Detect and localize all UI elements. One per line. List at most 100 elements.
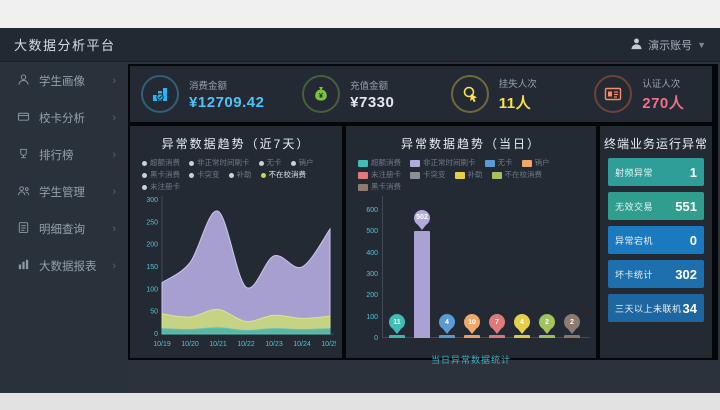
- hand-click-icon: [450, 75, 489, 113]
- legend-item[interactable]: 销户: [290, 158, 314, 168]
- legend-item[interactable]: 未注册卡: [142, 182, 180, 192]
- terminal-panel: 终端业务运行异常 射频异常 1 无效交易 551 异常宕机 0 坏卡统计 302 三天以上未联机…: [600, 126, 712, 358]
- legend-item[interactable]: 不在校消费: [260, 170, 307, 180]
- legend-swatch: [290, 160, 296, 166]
- legend-item[interactable]: 不在校消费: [491, 170, 542, 180]
- x-axis: [382, 337, 590, 338]
- legend-label: 卡突变: [197, 170, 220, 179]
- report-icon: [17, 258, 30, 274]
- legend-swatch: [491, 171, 502, 179]
- legend-item[interactable]: 非正常时间刷卡: [410, 158, 476, 168]
- terminal-list: 射频异常 1 无效交易 551 异常宕机 0 坏卡统计 302 三天以上未联机 34: [600, 158, 712, 322]
- terminal-stat-label: 坏卡统计: [615, 269, 654, 280]
- terminal-panel-title: 终端业务运行异常: [603, 137, 708, 151]
- legend-label: 超额消费: [371, 158, 401, 167]
- legend-item[interactable]: 超额消费: [142, 158, 180, 168]
- balloon-无卡: 4: [439, 314, 455, 334]
- sidebar-item-6[interactable]: 大数据报表 ›: [0, 247, 126, 284]
- balloon-value: 10: [464, 314, 480, 330]
- kpi-card-2: ¥ 充值金额 ¥7330: [276, 75, 422, 113]
- desktop-margin-top: [0, 0, 720, 28]
- legend-item[interactable]: 补助: [454, 170, 483, 180]
- sidebar-item-label: 学生管理: [39, 186, 85, 199]
- consume-chart-icon: [141, 75, 180, 113]
- bar-销户: [464, 335, 480, 338]
- sidebar-item-2[interactable]: 校卡分析 ›: [0, 99, 126, 136]
- chevron-right-icon: ›: [112, 74, 116, 87]
- balloon-value: 4: [514, 314, 530, 330]
- bar-补助: [514, 335, 530, 338]
- legend-label: 销户: [298, 158, 314, 167]
- balloon-补助: 4: [514, 314, 530, 334]
- legend-item[interactable]: 黑卡消费: [358, 182, 401, 192]
- legend-label: 无卡: [266, 158, 282, 167]
- legend-label: 无卡: [497, 158, 513, 167]
- terminal-stat-1: 射频异常 1: [608, 158, 704, 186]
- kpi-label: 认证人次: [642, 78, 681, 90]
- legend-item[interactable]: 超额消费: [358, 158, 401, 168]
- legend-item[interactable]: 非正常时间刷卡: [189, 158, 250, 168]
- user-menu[interactable]: 演示账号 ▼: [630, 37, 706, 53]
- kpi-text: 充值金额 ¥7330: [350, 78, 394, 111]
- legend-item[interactable]: 无卡: [484, 158, 513, 168]
- legend-item[interactable]: 销户: [521, 158, 550, 168]
- bar-未注册卡: [489, 335, 505, 338]
- sidebar-item-5[interactable]: 明细查询 ›: [0, 210, 126, 247]
- legend-label: 非正常时间刷卡: [197, 158, 250, 167]
- manage-icon: [17, 184, 30, 200]
- topbar: 大数据分析平台 演示账号 ▼: [0, 28, 720, 62]
- legend-swatch: [258, 160, 264, 166]
- money-bag-icon: ¥: [302, 75, 341, 113]
- terminal-stat-5: 三天以上未联机 34: [608, 294, 704, 322]
- legend-item[interactable]: 卡突变: [189, 170, 220, 180]
- kpi-text: 挂失人次 11人: [499, 76, 537, 113]
- legend-label: 补助: [236, 170, 252, 179]
- y-tick-label: 250: [146, 219, 158, 226]
- legend-label: 补助: [467, 170, 483, 179]
- sidebar-item-label: 校卡分析: [39, 112, 85, 125]
- x-tick-label: 10/24: [293, 341, 311, 348]
- legend-swatch: [358, 159, 368, 167]
- sidebar-item-4[interactable]: 学生管理 ›: [0, 173, 126, 210]
- dashboard-board: 消费金额 ¥12709.42 ¥ 充值金额 ¥7330 挂失人次 11人 认证人次 270人 异…: [128, 64, 718, 365]
- balloon-tail-icon: [568, 329, 576, 334]
- legend-item[interactable]: 黑卡消费: [142, 170, 180, 180]
- app-title: 大数据分析平台: [14, 38, 116, 53]
- kpi-text: 消费金额 ¥12709.42: [189, 78, 264, 111]
- legend-item[interactable]: 未注册卡: [358, 170, 401, 180]
- terminal-stat-value: 302: [675, 266, 697, 282]
- kpi-strip: 消费金额 ¥12709.42 ¥ 充值金额 ¥7330 挂失人次 11人 认证人次 270人: [130, 66, 712, 122]
- y-tick-label: 400: [366, 249, 378, 257]
- legend-swatch: [410, 171, 420, 179]
- legend-label: 黑卡消费: [371, 182, 401, 191]
- bar-不在校消费: [539, 335, 555, 338]
- weekly-area-chart: 0 50 100 150 200 250 300 10/19 10/20 10/21 10/22 10…: [146, 196, 336, 348]
- weekly-trend-panel: 异常数据趋势（近7天） 超额消费 非正常时间刷卡 无卡 销户 黑卡消费 卡突变 补助 不在校消…: [130, 126, 342, 358]
- legend-item[interactable]: 补助: [228, 170, 252, 180]
- y-tick-label: 200: [146, 242, 158, 249]
- balloon-tail-icon: [418, 224, 426, 230]
- daily-trend-title: 异常数据趋势（当日）: [400, 137, 541, 151]
- user-icon: [630, 37, 643, 53]
- x-tick-label: 10/21: [209, 341, 227, 348]
- bar-黑卡消费: [564, 335, 580, 338]
- kpi-value: 11人: [498, 94, 532, 112]
- kpi-text: 认证人次 270人: [642, 76, 684, 113]
- legend-item[interactable]: 卡突变: [410, 170, 446, 180]
- legend-item[interactable]: 无卡: [258, 158, 282, 168]
- y-tick-label: 0: [374, 335, 378, 342]
- legend-label: 不在校消费: [268, 170, 307, 179]
- y-tick-label: 500: [366, 228, 378, 236]
- bar-超额消费: [389, 335, 405, 338]
- chevron-right-icon: ›: [112, 111, 116, 124]
- trophy-icon: [17, 147, 30, 163]
- dashboard-app: 大数据分析平台 演示账号 ▼ 学生画像 › 校卡分析 › 排行榜 › 学生管理 › 明细查询 › 大…: [0, 28, 720, 393]
- legend-label: 黑卡消费: [150, 170, 180, 179]
- terminal-stat-value: 1: [689, 164, 697, 180]
- sidebar-item-3[interactable]: 排行榜 ›: [0, 136, 126, 173]
- terminal-stat-value: 0: [689, 232, 697, 248]
- sidebar-item-1[interactable]: 学生画像 ›: [0, 62, 126, 99]
- balloon-黑卡消费: 2: [564, 314, 580, 334]
- balloon-value: 2: [564, 314, 580, 330]
- balloon-非正常时间刷卡: 502: [414, 209, 430, 230]
